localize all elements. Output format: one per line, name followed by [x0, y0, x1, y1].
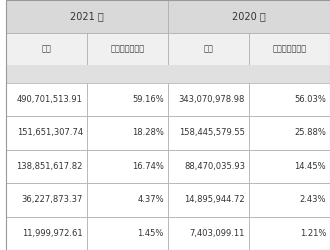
- Bar: [6, 65, 330, 82]
- Bar: [87, 183, 168, 216]
- Bar: [249, 150, 330, 183]
- Text: 158,445,579.55: 158,445,579.55: [179, 128, 245, 137]
- Text: 59.16%: 59.16%: [132, 95, 164, 104]
- Text: 138,851,617.82: 138,851,617.82: [16, 162, 83, 171]
- Text: 4.37%: 4.37%: [137, 195, 164, 204]
- Bar: [249, 32, 330, 65]
- Bar: [6, 116, 87, 150]
- Bar: [168, 32, 249, 65]
- Text: 14.45%: 14.45%: [294, 162, 326, 171]
- Text: 25.88%: 25.88%: [294, 128, 326, 137]
- Bar: [168, 116, 249, 150]
- Text: 11,999,972.61: 11,999,972.61: [22, 229, 83, 238]
- Bar: [6, 0, 168, 32]
- Bar: [6, 216, 87, 250]
- Text: 14,895,944.72: 14,895,944.72: [184, 195, 245, 204]
- Bar: [87, 150, 168, 183]
- Text: 金额: 金额: [203, 44, 213, 53]
- Bar: [249, 216, 330, 250]
- Bar: [249, 82, 330, 116]
- Bar: [168, 0, 330, 32]
- Text: 1.21%: 1.21%: [300, 229, 326, 238]
- Bar: [168, 216, 249, 250]
- Text: 占营业收入比重: 占营业收入比重: [272, 44, 307, 53]
- Bar: [87, 32, 168, 65]
- Text: 占营业收入比重: 占营业收入比重: [110, 44, 144, 53]
- Bar: [6, 32, 87, 65]
- Text: 88,470,035.93: 88,470,035.93: [184, 162, 245, 171]
- Bar: [168, 82, 249, 116]
- Bar: [6, 82, 87, 116]
- Bar: [87, 216, 168, 250]
- Bar: [249, 183, 330, 216]
- Text: 36,227,873.37: 36,227,873.37: [21, 195, 83, 204]
- Text: 1.45%: 1.45%: [138, 229, 164, 238]
- Text: 2.43%: 2.43%: [300, 195, 326, 204]
- Bar: [168, 150, 249, 183]
- Bar: [87, 82, 168, 116]
- Text: 金额: 金额: [41, 44, 51, 53]
- Bar: [6, 150, 87, 183]
- Text: 2020 年: 2020 年: [232, 11, 266, 21]
- Text: 18.28%: 18.28%: [132, 128, 164, 137]
- Text: 7,403,099.11: 7,403,099.11: [190, 229, 245, 238]
- Text: 490,701,513.91: 490,701,513.91: [17, 95, 83, 104]
- Bar: [6, 183, 87, 216]
- Bar: [87, 116, 168, 150]
- Bar: [168, 183, 249, 216]
- Text: 16.74%: 16.74%: [132, 162, 164, 171]
- Text: 343,070,978.98: 343,070,978.98: [179, 95, 245, 104]
- Text: 2021 年: 2021 年: [70, 11, 104, 21]
- Text: 56.03%: 56.03%: [294, 95, 326, 104]
- Bar: [249, 116, 330, 150]
- Text: 151,651,307.74: 151,651,307.74: [16, 128, 83, 137]
